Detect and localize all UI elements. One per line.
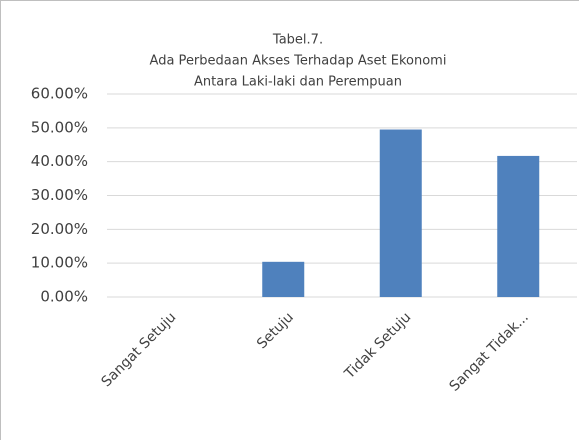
chart-title: Tabel.7. (272, 33, 323, 48)
y-tick-label: 30.00% (31, 186, 88, 204)
y-tick-label: 40.00% (31, 152, 88, 170)
bar (379, 129, 422, 297)
chart-title: Antara Laki-laki dan Perempuan (194, 75, 402, 90)
y-tick-label: 10.00% (31, 254, 88, 272)
y-tick-label: 60.00% (31, 85, 88, 103)
bar (497, 155, 540, 297)
bar (262, 261, 305, 297)
chart-title: Ada Perbedaan Akses Terhadap Aset Ekonom… (150, 54, 447, 69)
y-tick-label: 0.00% (40, 288, 88, 306)
y-tick-label: 20.00% (31, 220, 88, 238)
y-tick-label: 50.00% (31, 118, 88, 136)
